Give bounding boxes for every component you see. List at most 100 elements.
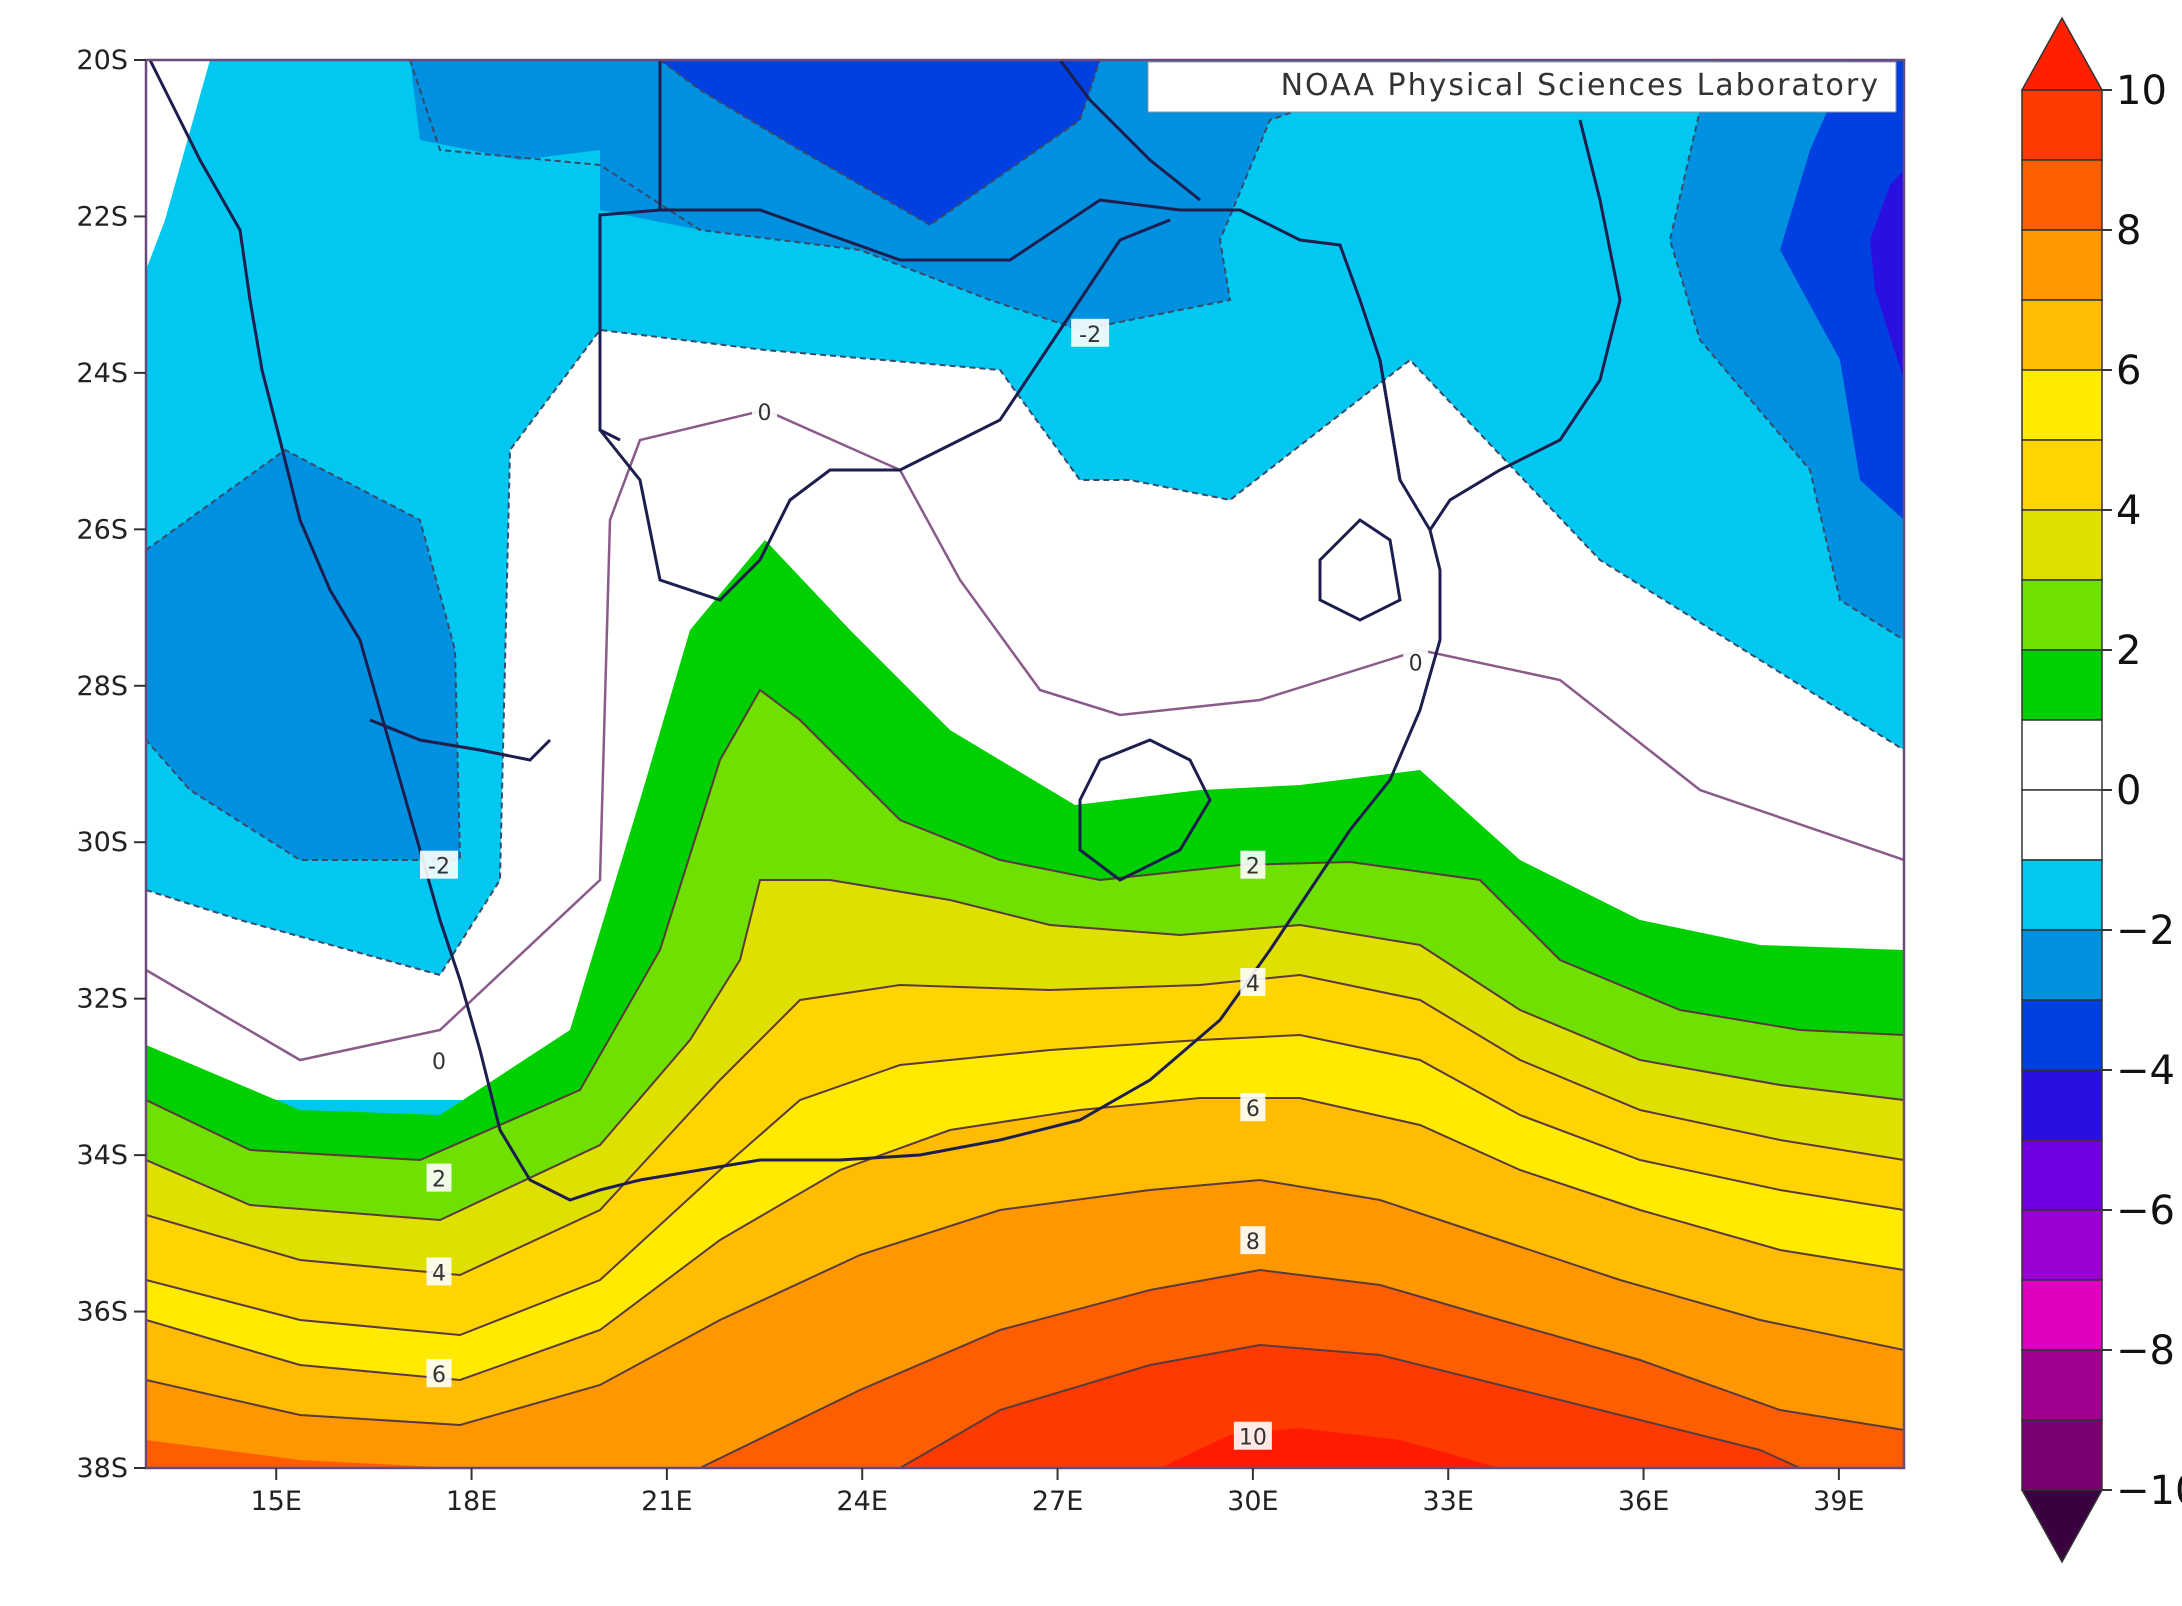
lat-tick-label: 24S xyxy=(77,358,129,389)
lon-tick-label: 24E xyxy=(837,1486,888,1517)
colorbar: 10 8 6 4 2 0 −2 −4 −6 −8 −10 xyxy=(2020,16,2182,1564)
lat-tick-label: 32S xyxy=(77,984,129,1015)
colorbar-tick-label: 4 xyxy=(2116,488,2141,534)
field-blue-violet-east xyxy=(1870,170,1904,380)
colorbar-tick-label: 8 xyxy=(2116,208,2141,254)
colorbar-band xyxy=(2021,579,2103,651)
border-namibia-sa xyxy=(369,718,552,762)
contour-0-line xyxy=(146,408,1904,1062)
contour-lines xyxy=(146,60,1904,1468)
border-sa-north xyxy=(598,218,1171,602)
field-blue-dark-east xyxy=(1780,60,1904,520)
colorbar-top-arrow xyxy=(2020,16,2104,91)
colorbar-bottom-arrow xyxy=(2020,1489,2104,1564)
lat-tick-label: 20S xyxy=(77,45,129,76)
contour-label-text: 2 xyxy=(432,1168,446,1193)
contour-7-line xyxy=(146,1178,1904,1427)
border-zimbabwe xyxy=(1058,60,1201,202)
colorbar-band xyxy=(2021,1279,2103,1351)
colorbar-band xyxy=(2021,1139,2103,1211)
colorbar-tick-label: −2 xyxy=(2116,908,2175,954)
credit-text: NOAA Physical Sciences Laboratory xyxy=(1281,68,1880,103)
border-eswatini xyxy=(1318,518,1402,622)
colorbar-tick-label: 10 xyxy=(2116,68,2167,114)
contour-label-text: 0 xyxy=(432,1050,446,1075)
country-boundaries xyxy=(148,60,1622,1202)
colorbar-band xyxy=(2021,1419,2103,1491)
colorbar-band xyxy=(2021,719,2103,791)
contour-2-line xyxy=(146,688,1904,1162)
contour-label: -2 xyxy=(420,850,458,880)
contour-3-line xyxy=(146,879,1904,1222)
contour-label: 10 xyxy=(1233,1421,1272,1451)
contour-label-text: 8 xyxy=(1246,1230,1260,1255)
contour-label-text: -2 xyxy=(1079,323,1101,348)
contour-label-text: 0 xyxy=(758,401,772,426)
contour-9-line xyxy=(899,1343,1801,1468)
colorbar-band xyxy=(2021,999,2103,1071)
contour-neg4-west xyxy=(146,448,462,861)
contour-neg2-north xyxy=(409,60,1441,332)
contour-label-text: 4 xyxy=(432,1261,446,1286)
contour-4-line xyxy=(146,973,1904,1277)
lat-tick-label: 22S xyxy=(77,201,129,232)
contour-neg4-north xyxy=(659,60,1101,227)
field-red-orange xyxy=(900,1345,1800,1468)
border-lesotho xyxy=(1078,738,1212,882)
colorbar-band xyxy=(2021,369,2103,441)
contour-label-text: 6 xyxy=(432,1363,446,1388)
lon-tick-label: 15E xyxy=(251,1486,302,1517)
colorbar-band xyxy=(2021,229,2103,301)
colorbar-band xyxy=(2021,509,2103,581)
lat-tick-label: 26S xyxy=(77,514,129,545)
axes: 15E 18E 21E 24E 27E 30E 33E 36E 39E 20S 22S 24S 26S 2… xyxy=(77,45,1865,1517)
contour-6-line xyxy=(146,1097,1904,1382)
colorbar-band xyxy=(2021,929,2103,1001)
border-namibia-botswana xyxy=(598,60,662,442)
colorbar-tick-label: 6 xyxy=(2116,348,2141,394)
contour-label-text: 10 xyxy=(1239,1426,1267,1451)
contour-label: 2 xyxy=(1240,850,1266,880)
colorbar-band xyxy=(2021,1069,2103,1141)
contour-label: 2 xyxy=(426,1163,452,1193)
contour-label: 0 xyxy=(1403,647,1429,676)
colorbar-tick-label: 0 xyxy=(2116,768,2141,814)
field-white-band xyxy=(146,60,210,270)
contour-label: 0 xyxy=(752,397,778,426)
contour-label: 6 xyxy=(426,1359,452,1388)
contour-label-text: 4 xyxy=(1246,972,1260,997)
colorbar-tick-label: −10 xyxy=(2116,1468,2182,1514)
colorbar-tick-label: −8 xyxy=(2116,1328,2175,1374)
colorbar-tick-label: −4 xyxy=(2116,1048,2175,1094)
contour-label: 4 xyxy=(1240,968,1266,997)
contour-5-line xyxy=(146,1033,1904,1337)
contour-8-line xyxy=(699,1268,1904,1468)
contour-label: 6 xyxy=(1240,1093,1266,1122)
colorbar-band xyxy=(2021,859,2103,931)
colorbar-tick-label: 2 xyxy=(2116,628,2141,674)
lat-tick-label: 28S xyxy=(77,671,129,702)
credit-box: NOAA Physical Sciences Laboratory xyxy=(1147,61,1897,113)
contour-label-text: 2 xyxy=(1246,855,1260,880)
colorbar-tick-label: −6 xyxy=(2116,1188,2175,1234)
lon-tick-label: 33E xyxy=(1423,1486,1474,1517)
field-blue-mid-west xyxy=(146,450,460,860)
colorbar-band xyxy=(2021,439,2103,511)
contour-label: -2 xyxy=(1071,318,1110,348)
colorbar-band xyxy=(2021,1349,2103,1421)
field-blue-dark-north xyxy=(660,60,1100,225)
lat-tick-label: 34S xyxy=(77,1140,129,1171)
border-mozambique-sa xyxy=(1378,359,1432,531)
lat-tick-label: 38S xyxy=(77,1453,129,1484)
contour-label: 4 xyxy=(426,1257,452,1286)
lon-tick-label: 36E xyxy=(1618,1486,1669,1517)
coastline xyxy=(148,60,1442,1202)
contour-label: 0 xyxy=(426,1046,452,1075)
colorbar-band xyxy=(2021,789,2103,861)
plot-frame xyxy=(144,58,1906,1470)
contour-neg2-dashed xyxy=(146,328,1904,977)
lat-tick-label: 30S xyxy=(77,827,129,858)
contour-label-text: 6 xyxy=(1246,1097,1260,1122)
colorbar-band xyxy=(2021,649,2103,721)
